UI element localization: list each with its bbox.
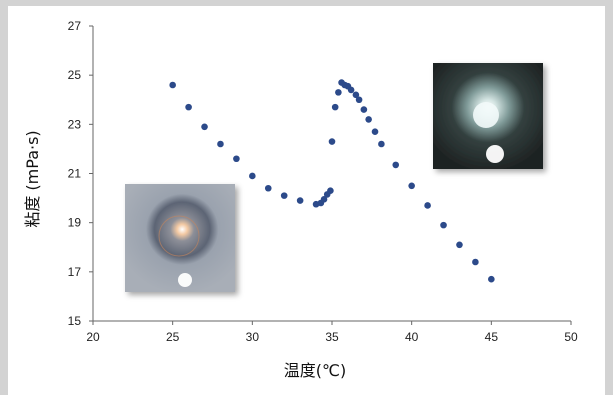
data-point (347, 86, 355, 94)
data-point (355, 96, 363, 104)
y-tick-label: 25 (68, 68, 82, 82)
y-tick-label: 15 (68, 314, 82, 328)
data-point (335, 89, 342, 96)
y-axis-title: 粘度 (mPa·s) (23, 130, 42, 227)
x-tick-label: 25 (166, 330, 180, 344)
data-point (327, 187, 334, 195)
data-point (472, 258, 479, 266)
x-tick-group: 20 25 30 35 40 45 50 (86, 321, 578, 344)
y-tick-group: 15 17 19 21 23 25 27 (68, 19, 93, 328)
data-point (456, 241, 463, 249)
data-point (328, 138, 336, 145)
data-point (352, 91, 360, 99)
data-point (233, 155, 240, 163)
data-point (249, 172, 256, 180)
data-point (280, 192, 288, 199)
y-tick-label: 23 (68, 117, 82, 131)
y-tick-label: 17 (68, 265, 82, 279)
y-tick-label: 21 (68, 167, 82, 181)
data-points (169, 79, 495, 283)
data-point (201, 123, 208, 131)
data-point (408, 182, 415, 190)
viscosity-temperature-chart: 20 25 30 35 40 45 50 15 17 19 21 23 25 27 温度(℃) 粘度 (… (23, 19, 578, 380)
chart-frame: 20 25 30 35 40 45 50 15 17 19 21 23 25 27 温度(℃) 粘度 (… (8, 6, 605, 395)
data-point (296, 197, 304, 204)
data-point (360, 106, 368, 113)
x-axis-title: 温度(℃) (284, 361, 346, 380)
data-point (392, 161, 400, 169)
data-point (371, 128, 379, 136)
data-point (320, 196, 328, 203)
data-point (217, 140, 224, 148)
inset-photo-left (125, 184, 235, 292)
data-point (378, 140, 385, 148)
data-point (488, 275, 495, 283)
x-tick-label: 50 (564, 330, 578, 344)
data-point (185, 103, 192, 111)
data-point (424, 202, 431, 209)
x-tick-label: 45 (485, 330, 499, 344)
data-point (440, 221, 447, 229)
y-tick-label: 19 (68, 216, 82, 230)
data-point (365, 116, 372, 123)
data-point (331, 103, 339, 111)
x-tick-label: 40 (405, 330, 419, 344)
x-tick-label: 35 (325, 330, 339, 344)
data-point (169, 81, 176, 89)
y-tick-label: 27 (68, 19, 82, 33)
data-point (264, 184, 272, 192)
x-tick-label: 20 (86, 330, 100, 344)
x-tick-label: 30 (246, 330, 260, 344)
inset-photo-right (433, 63, 543, 169)
